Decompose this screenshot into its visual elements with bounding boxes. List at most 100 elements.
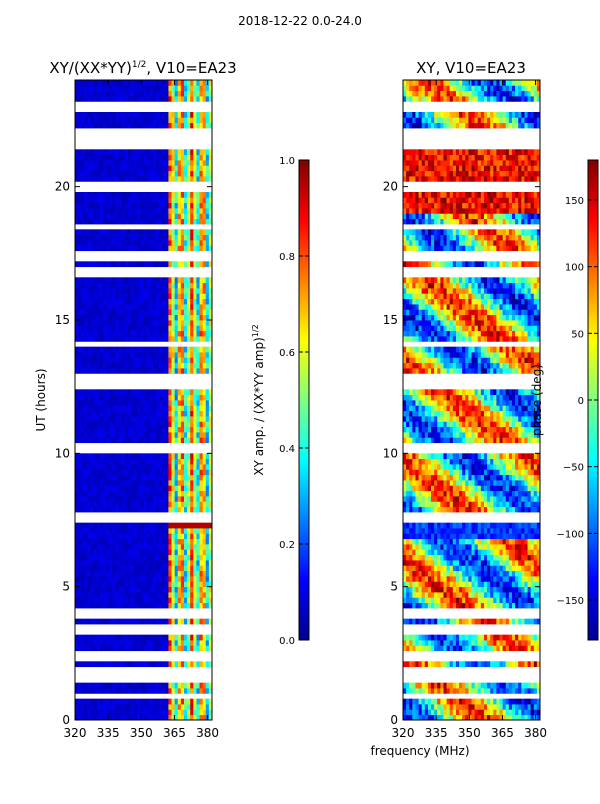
heatmap-cell — [156, 235, 160, 241]
heatmap-cell — [190, 427, 194, 433]
heatmap-cell — [162, 347, 166, 353]
heatmap-cell — [150, 368, 154, 374]
heatmap-cell — [484, 635, 488, 641]
heatmap-cell — [134, 661, 138, 667]
heatmap-cell — [87, 416, 91, 422]
heatmap-cell — [172, 491, 176, 497]
heatmap-cell — [503, 544, 507, 550]
heatmap-cell — [487, 688, 491, 694]
heatmap-cell — [437, 565, 441, 571]
heatmap-cell — [206, 405, 210, 411]
heatmap-cell — [409, 645, 413, 651]
heatmap-cell — [112, 699, 116, 705]
heatmap-cell — [134, 165, 138, 171]
heatmap-cell — [156, 437, 160, 443]
heatmap-cell — [196, 592, 200, 598]
heatmap-cell — [137, 299, 141, 305]
heatmap-cell — [131, 352, 135, 358]
heatmap-cell — [156, 507, 160, 513]
heatmap-cell — [468, 549, 472, 555]
heatmap-cell — [500, 661, 504, 667]
heatmap-cell — [87, 475, 91, 481]
heatmap-cell — [459, 704, 463, 710]
heatmap-cell — [112, 309, 116, 315]
heatmap-cell — [178, 283, 182, 289]
heatmap-cell — [75, 683, 79, 689]
heatmap-cell — [440, 645, 444, 651]
heatmap-cell — [147, 245, 151, 251]
heatmap-cell — [196, 229, 200, 235]
heatmap-cell — [175, 203, 179, 209]
heatmap-cell — [200, 507, 204, 513]
heatmap-cell — [131, 416, 135, 422]
heatmap-cell — [144, 325, 148, 331]
heatmap-cell — [106, 405, 110, 411]
heatmap-cell — [84, 336, 88, 342]
heatmap-cell — [91, 160, 95, 166]
heatmap-cell — [78, 688, 82, 694]
heatmap-cell — [206, 123, 210, 129]
heatmap-cell — [103, 411, 107, 417]
heatmap-cell — [100, 528, 104, 534]
heatmap-cell — [109, 565, 113, 571]
heatmap-cell — [203, 587, 207, 593]
heatmap-cell — [112, 96, 116, 102]
heatmap-cell — [165, 400, 169, 406]
heatmap-cell — [78, 576, 82, 582]
heatmap-cell — [119, 453, 123, 459]
heatmap-cell — [506, 571, 510, 577]
heatmap-cell — [125, 640, 129, 646]
heatmap-cell — [109, 549, 113, 555]
heatmap-cell — [162, 421, 166, 427]
heatmap-cell — [203, 485, 207, 491]
heatmap-cell — [193, 331, 197, 337]
heatmap-cell — [125, 176, 129, 182]
heatmap-cell — [190, 501, 194, 507]
heatmap-cell — [190, 389, 194, 395]
heatmap-cell — [509, 709, 513, 715]
heatmap-cell — [175, 261, 179, 267]
heatmap-cell — [515, 661, 519, 667]
heatmap-cell — [144, 213, 148, 219]
heatmap-cell — [91, 96, 95, 102]
heatmap-cell — [521, 565, 525, 571]
heatmap-cell — [119, 357, 123, 363]
heatmap-cell — [162, 363, 166, 369]
heatmap-cell — [178, 491, 182, 497]
heatmap-cell — [109, 304, 113, 310]
heatmap-cell — [87, 315, 91, 321]
heatmap-cell — [168, 192, 172, 198]
heatmap-cell — [175, 192, 179, 198]
heatmap-cell — [434, 597, 438, 603]
heatmap-cell — [203, 683, 207, 689]
heatmap-cell — [503, 645, 507, 651]
heatmap-cell — [91, 352, 95, 358]
heatmap-cell — [422, 603, 426, 609]
heatmap-cell — [200, 533, 204, 539]
heatmap-cell — [409, 571, 413, 577]
heatmap-cell — [112, 235, 116, 241]
heatmap-cell — [178, 155, 182, 161]
heatmap-cell — [168, 523, 172, 529]
heatmap-cell — [184, 235, 188, 241]
heatmap-cell — [524, 709, 528, 715]
heatmap-cell — [147, 421, 151, 427]
heatmap-cell — [175, 213, 179, 219]
heatmap-cell — [175, 528, 179, 534]
heatmap-cell — [140, 160, 144, 166]
heatmap-cell — [115, 331, 119, 337]
heatmap-cell — [131, 533, 135, 539]
heatmap-cell — [159, 171, 163, 177]
heatmap-cell — [175, 437, 179, 443]
heatmap-cell — [415, 539, 419, 545]
heatmap-cell — [119, 112, 123, 118]
heatmap-cell — [109, 427, 113, 433]
heatmap-cell — [78, 400, 82, 406]
heatmap-cell — [175, 485, 179, 491]
heatmap-cell — [97, 309, 101, 315]
heatmap-cell — [168, 283, 172, 289]
heatmap-cell — [190, 581, 194, 587]
heatmap-cell — [153, 421, 157, 427]
heatmap-cell — [131, 501, 135, 507]
heatmap-cell — [534, 688, 538, 694]
